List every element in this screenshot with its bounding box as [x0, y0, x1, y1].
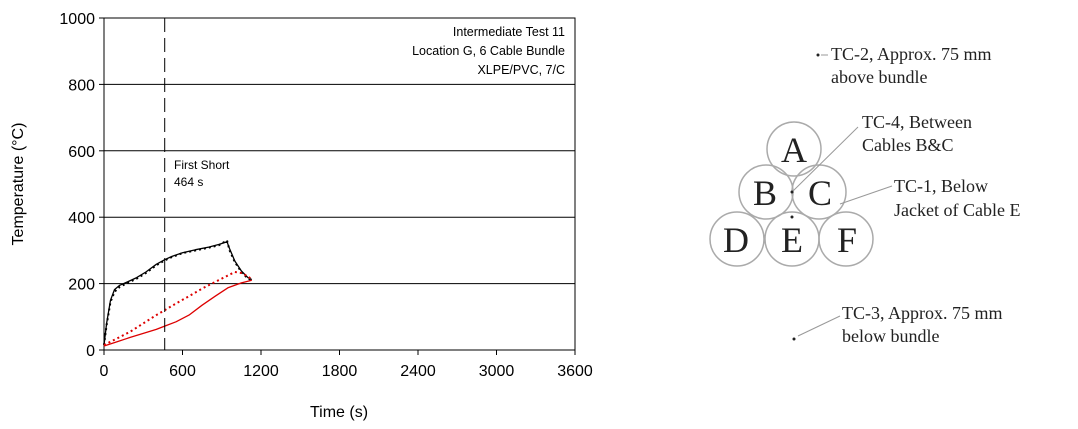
- axis-ticks: [99, 17, 576, 355]
- ytick-label-600: 600: [68, 144, 95, 161]
- tc1-label-line-2: Jacket of Cable E: [894, 200, 1020, 220]
- cable-b-label: B: [753, 173, 777, 213]
- series-line-4: [103, 279, 252, 347]
- cable-f-label: F: [837, 220, 857, 260]
- y-axis-label: Temperature (°C): [10, 123, 27, 246]
- tc1-label-line-1: TC-1, Below: [894, 176, 988, 196]
- cable-a-label: A: [781, 130, 807, 170]
- tc4-label-line-2: Cables B&C: [862, 135, 954, 155]
- grid-lines: [104, 83, 575, 285]
- xtick-label-3000: 3000: [479, 363, 515, 380]
- xtick-label-0: 0: [100, 363, 109, 380]
- temperature-chart: 0 600 1200 1800 2400 3000 3600 0 200 400 600 800 10…: [10, 11, 593, 421]
- cable-c-label: C: [808, 173, 832, 213]
- tc2-label-line-2: above bundle: [831, 67, 927, 87]
- tc2-label-line-1: TC-2, Approx. 75 mm: [831, 44, 992, 64]
- tc3-leader-line: [797, 315, 841, 337]
- event-label-line-1: First Short: [174, 158, 230, 172]
- xtick-label-2400: 2400: [400, 363, 436, 380]
- ytick-label-0: 0: [86, 343, 95, 360]
- tc4-point: [790, 190, 794, 194]
- cable-a-circle: [766, 121, 822, 177]
- ytick-label-200: 200: [68, 277, 95, 294]
- cable-d-label: D: [723, 220, 749, 260]
- cable-e-label: E: [781, 220, 803, 260]
- chart-title-line-3: XLPE/PVC, 7/C: [477, 63, 565, 77]
- y-tick-labels: 0 200 400 600 800 1000: [59, 11, 95, 360]
- chart-title-line-1: Intermediate Test 11: [453, 25, 565, 39]
- xtick-label-3600: 3600: [557, 363, 593, 380]
- series-line-2: [103, 239, 253, 346]
- cable-f-circle: [818, 211, 874, 267]
- tc2-point: [816, 53, 820, 57]
- tc3-label-line-1: TC-3, Approx. 75 mm: [842, 303, 1003, 323]
- chart-title-line-2: Location G, 6 Cable Bundle: [412, 44, 565, 58]
- ytick-label-1000: 1000: [59, 11, 95, 28]
- cable-bundle-diagram: A B C D E F TC-2, Approx. 75 mm above bu…: [709, 44, 1020, 346]
- tc1-point: [790, 215, 794, 219]
- x-axis-label: Time (s): [310, 404, 368, 421]
- ytick-label-800: 800: [68, 77, 95, 94]
- event-label-line-2: 464 s: [174, 175, 203, 189]
- tc1-leader-line: [839, 185, 893, 205]
- series-line-1: [103, 241, 253, 346]
- tc3-point: [792, 337, 796, 341]
- series-group: [103, 239, 253, 347]
- xtick-label-600: 600: [169, 363, 196, 380]
- cable-d-circle: [709, 211, 765, 267]
- tc3-label-line-2: below bundle: [842, 326, 939, 346]
- tc4-leader-line: [792, 126, 859, 192]
- xtick-label-1200: 1200: [243, 363, 279, 380]
- xtick-label-1800: 1800: [322, 363, 358, 380]
- tc4-label-line-1: TC-4, Between: [862, 112, 972, 132]
- x-tick-labels: 0 600 1200 1800 2400 3000 3600: [100, 363, 593, 380]
- ytick-label-400: 400: [68, 210, 95, 227]
